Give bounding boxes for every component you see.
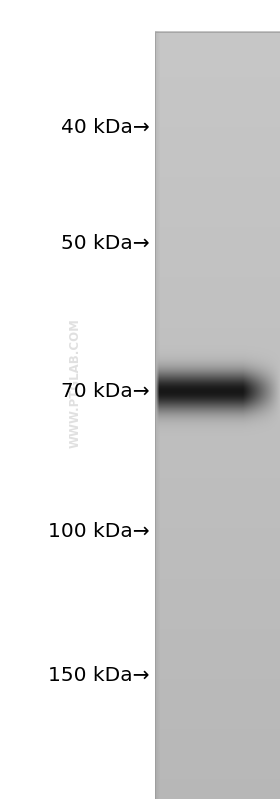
Text: WWW.PTGLAB.COM: WWW.PTGLAB.COM bbox=[69, 319, 82, 448]
Text: 100 kDa→: 100 kDa→ bbox=[48, 522, 150, 541]
Bar bbox=[155, 32, 280, 799]
Text: 150 kDa→: 150 kDa→ bbox=[48, 666, 150, 685]
Text: 50 kDa→: 50 kDa→ bbox=[61, 234, 150, 253]
Text: 40 kDa→: 40 kDa→ bbox=[61, 118, 150, 137]
Text: 70 kDa→: 70 kDa→ bbox=[61, 382, 150, 401]
